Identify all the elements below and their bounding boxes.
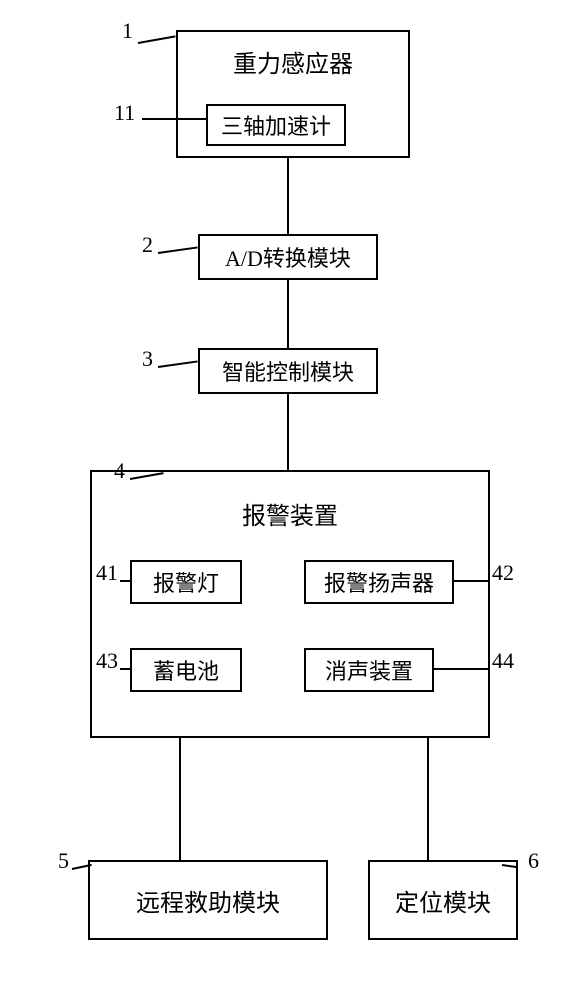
block-ad-converter-title: A/D转换模块 <box>225 241 351 273</box>
block-silencer-label: 消声装置 <box>325 654 413 686</box>
label-11: 11 <box>114 100 135 126</box>
leader-44 <box>434 668 490 670</box>
leader-43 <box>120 668 132 670</box>
diagram-canvas: 重力感应器 三轴加速计 A/D转换模块 智能控制模块 报警装置 报警灯 报警扬声… <box>0 0 578 1000</box>
label-41: 41 <box>96 560 118 586</box>
label-43: 43 <box>96 648 118 674</box>
connector-2-3 <box>287 280 289 348</box>
block-alarm-device-title: 报警装置 <box>242 496 338 531</box>
block-ad-converter: A/D转换模块 <box>198 234 378 280</box>
leader-42 <box>454 580 490 582</box>
block-alarm-light-label: 报警灯 <box>153 566 219 598</box>
block-remote-rescue-title: 远程救助模块 <box>136 883 280 918</box>
block-smart-control: 智能控制模块 <box>198 348 378 394</box>
block-alarm-device: 报警装置 <box>90 470 490 738</box>
label-1: 1 <box>122 18 133 44</box>
leader-3 <box>158 360 198 368</box>
connector-3-4 <box>287 394 289 470</box>
block-positioning-title: 定位模块 <box>395 883 491 918</box>
label-4: 4 <box>114 458 125 484</box>
leader-2 <box>158 246 198 254</box>
block-accelerometer-label: 三轴加速计 <box>221 109 331 141</box>
block-battery: 蓄电池 <box>130 648 242 692</box>
label-5: 5 <box>58 848 69 874</box>
block-silencer: 消声装置 <box>304 648 434 692</box>
block-smart-control-title: 智能控制模块 <box>222 355 354 387</box>
block-battery-label: 蓄电池 <box>153 654 219 686</box>
leader-1 <box>138 35 176 44</box>
connector-4-6 <box>427 738 429 860</box>
label-3: 3 <box>142 346 153 372</box>
label-44: 44 <box>492 648 514 674</box>
connector-4-5 <box>179 738 181 860</box>
block-alarm-light: 报警灯 <box>130 560 242 604</box>
block-alarm-speaker: 报警扬声器 <box>304 560 454 604</box>
block-positioning: 定位模块 <box>368 860 518 940</box>
leader-41 <box>120 580 132 582</box>
leader-11 <box>142 118 206 120</box>
connector-1-2 <box>287 158 289 234</box>
block-alarm-speaker-label: 报警扬声器 <box>324 566 434 598</box>
block-gravity-sensor-title: 重力感应器 <box>233 44 353 79</box>
label-6: 6 <box>528 848 539 874</box>
label-42: 42 <box>492 560 514 586</box>
label-2: 2 <box>142 232 153 258</box>
block-accelerometer: 三轴加速计 <box>206 104 346 146</box>
block-remote-rescue: 远程救助模块 <box>88 860 328 940</box>
